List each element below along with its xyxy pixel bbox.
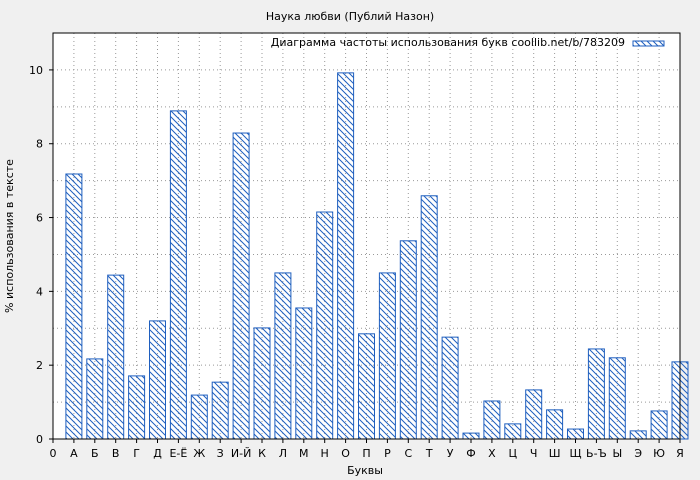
x-tick-label: М — [299, 447, 309, 460]
bar-И-Й — [232, 132, 250, 440]
x-tick-label: Б — [91, 447, 99, 460]
bar-У — [441, 336, 459, 440]
legend-label: Диаграмма частоты использования букв coo… — [271, 36, 625, 49]
legend: Диаграмма частоты использования букв coo… — [271, 36, 665, 49]
x-tick-label: У — [447, 447, 454, 460]
bar-Ч — [525, 389, 543, 440]
x-tick-label: Р — [384, 447, 391, 460]
x-tick-label: З — [217, 447, 224, 460]
bar-Ь-Ъ — [587, 348, 605, 440]
x-tick-label: Т — [425, 447, 433, 460]
y-tick-label: 4 — [36, 285, 43, 298]
bar-Ж — [190, 394, 208, 440]
x-axis-label: Буквы — [347, 464, 383, 477]
y-tick-label: 8 — [36, 138, 43, 151]
bar-Б — [86, 358, 104, 440]
y-tick-label: 10 — [29, 64, 43, 77]
x-tick-label: В — [112, 447, 120, 460]
bar-Ю — [650, 410, 668, 440]
x-tick-label: Н — [321, 447, 329, 460]
bar-О — [337, 72, 355, 440]
x-tick-label: Ц — [509, 447, 518, 460]
bar-К — [253, 327, 271, 440]
legend-swatch — [632, 40, 665, 47]
y-tick-label: 0 — [36, 433, 43, 446]
x-tick-label: Ф — [466, 447, 475, 460]
y-tick-label: 6 — [36, 212, 43, 225]
bar-Ы — [608, 357, 626, 440]
chart-title: Наука любви (Публий Назон) — [266, 10, 434, 23]
x-tick-label: Х — [488, 447, 496, 460]
x-tick-label: К — [258, 447, 266, 460]
bar-Д — [149, 320, 166, 440]
bar-Х — [483, 400, 501, 440]
x-tick-label: С — [404, 447, 412, 460]
x-tick-label: А — [70, 447, 78, 460]
bar-А — [65, 173, 83, 440]
x-tick-label: Ч — [530, 447, 538, 460]
bar-П — [358, 333, 375, 440]
x-tick-label: Я — [676, 447, 684, 460]
bar-С — [399, 240, 417, 440]
x-tick-label: П — [362, 447, 370, 460]
x-tick-label: Ж — [193, 447, 205, 460]
x-tick-label: Д — [153, 447, 162, 460]
bar-М — [295, 307, 313, 440]
bar-Т — [420, 195, 438, 440]
x-tick-label: Г — [133, 447, 140, 460]
x-tick-label: 0 — [50, 447, 57, 460]
x-tick-label: И-Й — [231, 447, 251, 460]
x-tick-label: Ы — [612, 447, 622, 460]
bar-Ш — [546, 409, 564, 440]
y-tick-label: 2 — [36, 359, 43, 372]
bar-Ц — [504, 423, 522, 440]
bar-В — [107, 274, 125, 440]
x-tick-label: Л — [279, 447, 287, 460]
x-tick-label: Ь-Ъ — [586, 447, 607, 460]
bar-Г — [128, 375, 146, 440]
bar-З — [211, 381, 229, 440]
x-tick-label: Е-Ё — [169, 447, 187, 460]
bar-Р — [378, 272, 396, 440]
bar-Е-Ё — [169, 110, 187, 440]
bar-Л — [274, 272, 292, 440]
x-tick-label: Ю — [653, 447, 665, 460]
x-tick-label: Щ — [569, 447, 581, 460]
x-tick-label: Э — [634, 447, 642, 460]
bar-Ф — [462, 432, 480, 440]
y-axis-label: % использования в тексте — [3, 159, 16, 313]
x-tick-label: Ш — [549, 447, 561, 460]
bar-Н — [316, 211, 334, 440]
bar-Э — [629, 430, 647, 440]
bar-Щ — [567, 428, 584, 440]
x-tick-label: О — [341, 447, 350, 460]
